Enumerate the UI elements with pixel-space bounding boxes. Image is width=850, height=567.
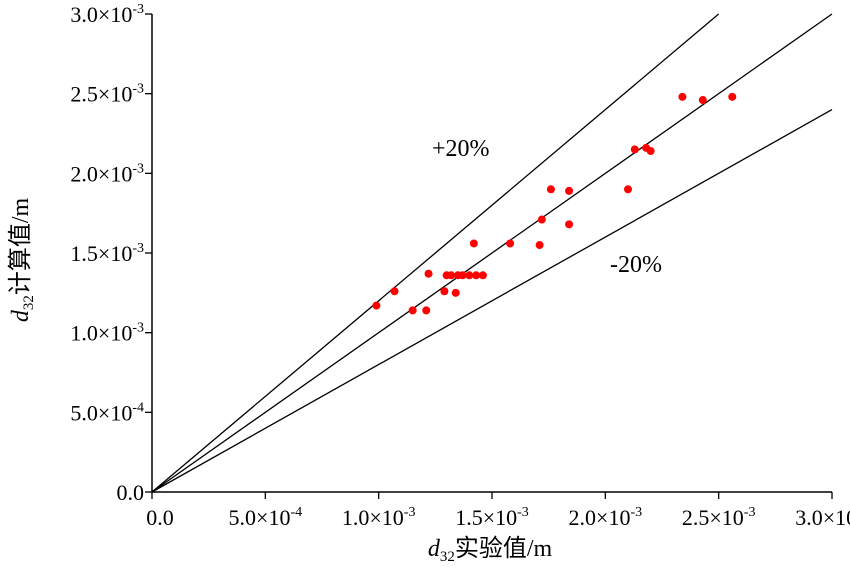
x-tick-label: 1.0×10-3: [342, 505, 416, 530]
y-tick-label: 0.0: [117, 480, 145, 505]
data-point: [624, 185, 632, 194]
data-point: [451, 288, 460, 297]
data-point: [728, 92, 737, 101]
x-tick-label: 1.5×10-3: [455, 505, 529, 530]
y-tick-label: 1.5×10-3: [70, 241, 144, 266]
data-point: [424, 269, 433, 278]
data-point: [506, 239, 515, 248]
data-point: [535, 241, 544, 250]
x-tick-label: 0.0: [146, 505, 174, 530]
minus-20-percent-label: -20%: [610, 252, 662, 278]
data-point: [630, 145, 639, 154]
data-point: [678, 92, 687, 101]
data-points: [372, 92, 737, 315]
x-axis-title: d32实验值/m: [428, 535, 553, 565]
x-tick-label: 3.0×10-3: [795, 505, 850, 530]
y-tick-label: 5.0×10-4: [70, 400, 144, 425]
x-tick-label: 2.0×10-3: [569, 505, 643, 530]
x-tick-label: 5.0×10-4: [229, 505, 303, 530]
y-tick-label: 3.0×10-3: [70, 2, 144, 27]
data-point: [565, 220, 574, 229]
y-tick-label: 2.0×10-3: [70, 161, 144, 186]
x-tick-label: 2.5×10-3: [682, 505, 756, 530]
reference-line-2: [151, 109, 833, 493]
data-point: [440, 287, 449, 296]
plus-20-percent-label: +20%: [432, 136, 490, 162]
data-point: [469, 239, 478, 248]
data-point: [472, 271, 481, 280]
y-axis-title: d32计算值/m: [7, 198, 37, 323]
data-point: [390, 287, 399, 296]
data-point: [537, 215, 546, 224]
data-point: [646, 147, 655, 156]
reference-line-0: [151, 13, 720, 493]
y-tick-label: 2.5×10-3: [70, 82, 144, 107]
x-axis-ticks: 0.0 5.0×10-4 1.0×10-3 1.5×10-3 2.0×10-3 2.5×1…: [146, 492, 850, 530]
data-point: [546, 185, 555, 194]
data-point: [422, 306, 431, 315]
reference-line-1: [151, 13, 833, 493]
data-point: [698, 96, 707, 105]
data-point: [478, 271, 487, 280]
reference-lines: [151, 13, 833, 493]
data-point: [447, 271, 456, 280]
data-point: [458, 271, 467, 280]
data-point: [408, 306, 417, 315]
data-point: [372, 301, 381, 310]
data-point: [565, 186, 574, 195]
y-tick-label: 1.0×10-3: [70, 321, 144, 346]
data-point: [465, 271, 474, 280]
y-axis-ticks: 0.0 5.0×10-4 1.0×10-3 1.5×10-3 2.0×10-3 2.5×1…: [70, 2, 152, 505]
